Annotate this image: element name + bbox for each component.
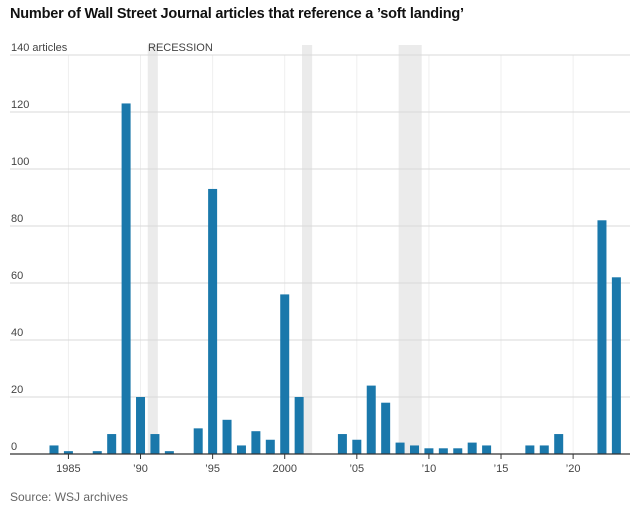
x-tick-label-1: ’90	[133, 463, 148, 475]
recession-bands	[147, 45, 422, 454]
source-note: Source: WSJ archives	[10, 490, 129, 504]
y-tick-label-6: 120	[11, 99, 29, 111]
bar-2000	[280, 294, 290, 454]
x-tick-label-4: ’05	[349, 463, 364, 475]
y-tick-label-2: 40	[11, 327, 23, 339]
bar-2014	[482, 445, 492, 454]
x-tick-label-6: ’15	[494, 463, 509, 475]
bar-2013	[467, 442, 477, 454]
bar-1998	[251, 431, 261, 454]
y-tick-label-1: 20	[11, 384, 23, 396]
bar-1988	[107, 434, 117, 454]
bar-1999	[265, 439, 275, 454]
bar-1994	[193, 428, 203, 454]
bar-1995	[208, 188, 218, 454]
y-tick-label-3: 60	[11, 270, 23, 282]
recession-band-1	[302, 45, 313, 454]
recession-label: RECESSION	[148, 42, 213, 54]
x-tick-label-7: ’20	[566, 463, 581, 475]
y-tick-label-5: 100	[11, 156, 29, 168]
bar-1985	[63, 451, 73, 454]
bar-1990	[136, 397, 146, 454]
bar-2019	[554, 434, 564, 454]
y-tick-label-7: 140 articles	[11, 42, 68, 54]
bar-1992	[164, 451, 174, 454]
chart-title: Number of Wall Street Journal articles t…	[10, 6, 464, 22]
bar-1984	[49, 445, 59, 454]
bar-1991	[150, 434, 160, 454]
y-tick-label-4: 80	[11, 213, 23, 225]
bar-2005	[352, 439, 362, 454]
bar-2007	[381, 402, 391, 454]
bar-2022	[597, 220, 607, 454]
bar-2018	[539, 445, 549, 454]
bar-2008	[395, 442, 405, 454]
bar-2006	[366, 385, 376, 454]
bar-2009	[410, 445, 419, 454]
bar-2017	[525, 445, 535, 454]
y-tick-label-0: 0	[11, 441, 17, 453]
bar-1987	[92, 451, 102, 454]
x-axis	[10, 453, 630, 459]
bar-2012	[453, 448, 463, 454]
bar-2011	[438, 448, 448, 454]
bar-2023	[611, 277, 621, 454]
recession-band-0	[147, 45, 158, 454]
x-tick-label-0: 1985	[56, 463, 80, 475]
bars	[49, 103, 621, 454]
bar-1989	[121, 103, 131, 454]
bar-2004	[337, 434, 347, 454]
bar-1997	[236, 445, 246, 454]
recession-band-2	[398, 45, 422, 454]
bar-1996	[222, 419, 232, 454]
bar-2001	[294, 397, 304, 454]
x-tick-label-3: 2000	[272, 463, 296, 475]
tick-labels: 0 20 40 60 80 100 120 140 articles 1985 ’90 ’95 200…	[11, 42, 580, 475]
x-tick-label-2: ’95	[205, 463, 220, 475]
bar-2010	[424, 448, 434, 454]
gridlines	[10, 54, 630, 454]
x-tick-label-5: ’10	[422, 463, 437, 475]
